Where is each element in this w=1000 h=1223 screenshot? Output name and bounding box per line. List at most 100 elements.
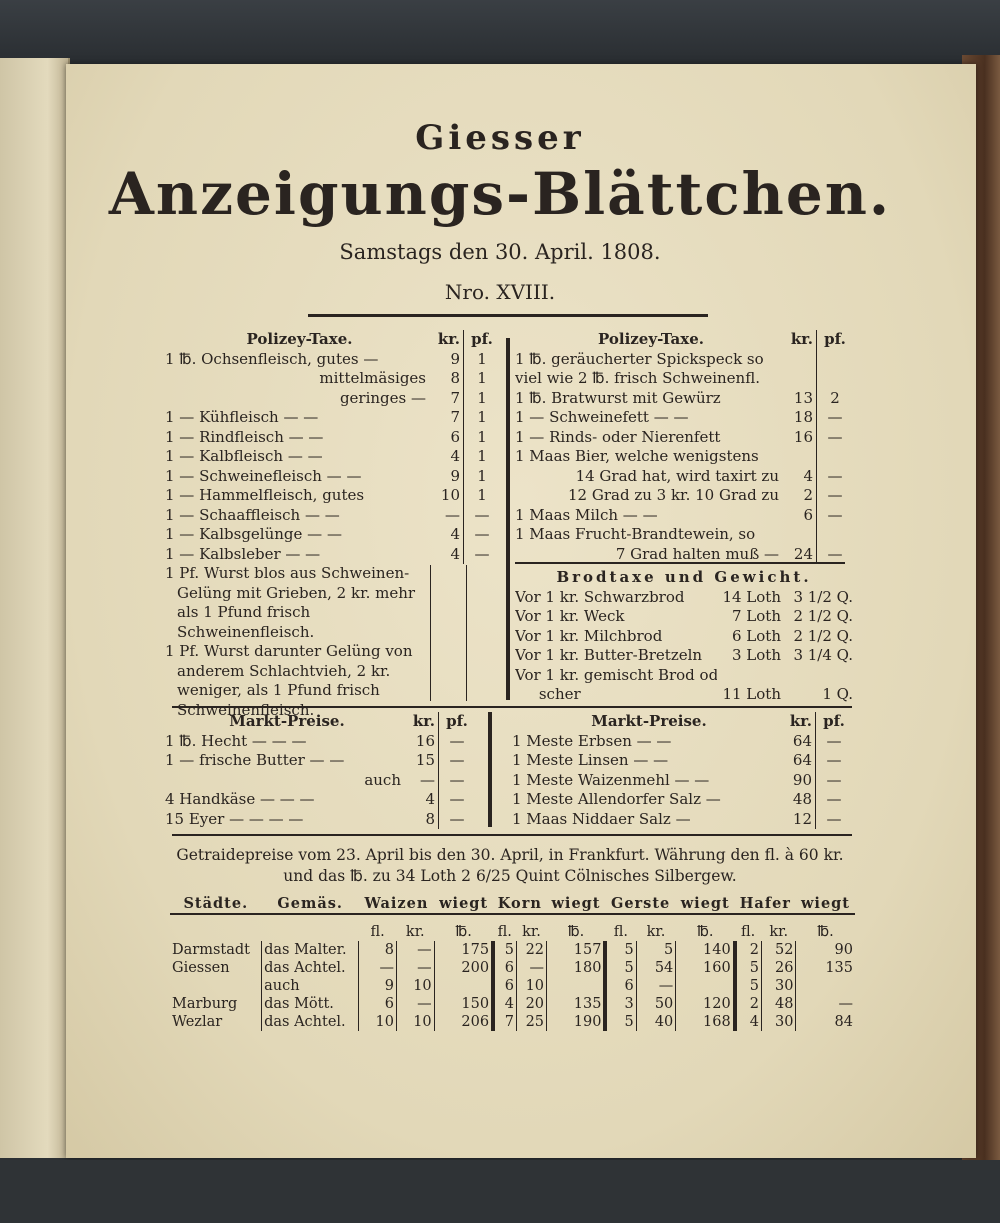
brod-weight: 11 Loth bbox=[722, 685, 781, 703]
pf-value: 1 bbox=[477, 369, 487, 387]
kr-value: 16 bbox=[409, 731, 439, 751]
kr-value: — bbox=[434, 505, 464, 525]
section-heading: Markt-Preise. bbox=[591, 712, 707, 730]
table-cell: 135 bbox=[546, 995, 608, 1013]
unit-header: kr. bbox=[646, 924, 666, 940]
item-label: 1 Maas Bier, welche wenigstens bbox=[515, 447, 759, 465]
unit-header: kr. bbox=[769, 924, 789, 940]
item-label: 1 ℔. geräucherter Spickspeck so bbox=[515, 349, 764, 368]
table-cell: 20 bbox=[516, 995, 548, 1013]
table-cell: 48 bbox=[761, 995, 797, 1013]
table-cell bbox=[796, 977, 855, 995]
section-header: Markt-Preise. kr. pf. bbox=[165, 712, 475, 732]
table-cell: 50 bbox=[636, 995, 677, 1013]
pf-value: — bbox=[827, 544, 843, 563]
table-cell: Darmstadt bbox=[170, 941, 263, 959]
pf-value: — bbox=[474, 505, 490, 524]
brod-item: Vor 1 kr. gemischt Brod oder Taig- bbox=[515, 665, 717, 684]
table-row: auch 9 10 6 10 6—5 30 bbox=[170, 977, 855, 995]
kr-value: 48 bbox=[786, 790, 816, 810]
kr-value bbox=[787, 447, 817, 467]
pf-value: 1 bbox=[477, 408, 487, 426]
pf-header: pf. bbox=[823, 712, 845, 730]
brodtaxe-heading: Brodtaxe und Gewicht. bbox=[556, 568, 812, 586]
table-cell: das Achtel. bbox=[261, 959, 360, 977]
kr-header: kr. bbox=[787, 330, 817, 350]
table-cell: — bbox=[396, 941, 435, 959]
price-row: 1 — Rindfleisch — — 6 1 bbox=[165, 427, 500, 447]
brod-weight bbox=[717, 666, 781, 686]
unit-header bbox=[262, 914, 359, 941]
table-cell: 9 bbox=[358, 977, 397, 995]
item-label: 1 — Schaaffleisch — — bbox=[165, 505, 340, 524]
column-header: wiegt bbox=[546, 895, 606, 915]
price-row: 1 Maas Frucht-Brandtewein, so bbox=[515, 525, 853, 545]
kr-value: — bbox=[409, 770, 439, 790]
pf-value: — bbox=[826, 809, 842, 828]
price-row: auch — — bbox=[165, 770, 475, 790]
brodtaxe: Brodtaxe und Gewicht. Vor 1 kr. Schwarzbr… bbox=[515, 568, 853, 705]
section-heading: Polizey-Taxe. bbox=[246, 330, 353, 348]
pf-header: pf. bbox=[446, 712, 468, 730]
pf-header: pf. bbox=[824, 330, 846, 348]
wurst-notes: 1 Pf. Wurst blos aus Schweinen-Gelüng mi… bbox=[165, 564, 420, 720]
table-cell: das Mött. bbox=[261, 995, 360, 1013]
pf-value: — bbox=[449, 770, 465, 789]
masthead-title: Anzeigungs-Blättchen. bbox=[108, 160, 892, 228]
item-label: viel wie 2 ℔. frisch Schweinenfl. bbox=[515, 369, 760, 387]
issue-number: Nro. XVIII. bbox=[444, 280, 556, 304]
polizey-taxe-left: Polizey-Taxe. kr. pf. 1 ℔. Ochsenfleisch, g… bbox=[165, 330, 500, 564]
unit-header: ℔. bbox=[455, 924, 472, 940]
brod-weight: 3 Loth bbox=[732, 646, 781, 664]
table-cell: — bbox=[358, 959, 397, 977]
pf-header: pf. bbox=[471, 330, 493, 348]
price-row: 7 Grad halten muß — 24 — bbox=[515, 544, 853, 564]
kr-value: 7 bbox=[434, 408, 464, 428]
pf-value: — bbox=[449, 731, 465, 750]
table-cell: 140 bbox=[675, 941, 737, 959]
kr-value: 8 bbox=[409, 809, 439, 829]
table-cell: 90 bbox=[834, 942, 853, 958]
table-cell: 160 bbox=[675, 959, 737, 977]
table-cell: 206 bbox=[434, 1013, 496, 1031]
price-row: viel wie 2 ℔. frisch Schweinenfl. bbox=[515, 369, 853, 389]
table-cell: — bbox=[636, 977, 677, 995]
kr-value: 9 bbox=[434, 349, 464, 369]
grain-price-table: Städte. Gemäs. Waizen wiegt Korn wiegt Gerste w… bbox=[170, 895, 855, 1031]
table-cell bbox=[675, 977, 737, 995]
brod-weight: 14 Loth bbox=[722, 587, 781, 606]
column-line bbox=[430, 565, 431, 701]
price-row: 1 Maas Niddaer Salz — 12 — bbox=[512, 809, 852, 829]
kr-value: 8 bbox=[434, 369, 464, 389]
item-label: auch bbox=[364, 770, 401, 789]
kr-value bbox=[787, 349, 817, 369]
column-line bbox=[466, 565, 467, 701]
column-header: Waizen bbox=[358, 895, 435, 915]
brod-quint: 3 1/2 Q. bbox=[793, 587, 853, 606]
table-cell: 54 bbox=[636, 959, 677, 977]
table-cell: 52 bbox=[761, 941, 797, 959]
brod-quint bbox=[781, 666, 853, 686]
table-cell: 5 bbox=[493, 941, 517, 959]
kr-value bbox=[787, 525, 817, 545]
table-cell: 180 bbox=[546, 959, 608, 977]
price-row: mittelmäsiges 8 1 bbox=[165, 369, 500, 389]
kr-value: 4 bbox=[787, 466, 817, 486]
price-row: 1 ℔. Hecht — — — 16 — bbox=[165, 731, 475, 751]
table-cell: 22 bbox=[516, 941, 548, 959]
kr-value: 90 bbox=[786, 770, 816, 790]
table-cell: 6 bbox=[493, 959, 517, 977]
pf-value bbox=[817, 447, 853, 467]
pf-value bbox=[817, 369, 853, 389]
table-cell: — bbox=[516, 959, 548, 977]
item-label: 1 Maas Milch — — bbox=[515, 505, 658, 524]
item-label: 1 — frische Butter — — bbox=[165, 751, 345, 769]
item-label: 1 — Kalbfleisch — — bbox=[165, 447, 323, 465]
unit-header: ℔. bbox=[697, 924, 714, 940]
table-cell: 2 bbox=[734, 941, 763, 959]
table-cell: 120 bbox=[675, 995, 737, 1013]
table-row: Darmstadt das Malter. 8—175 5 22 157 5 5 140 2 52 9… bbox=[170, 941, 855, 959]
table-cell: 84 bbox=[834, 1014, 853, 1030]
table-cell: 5 bbox=[636, 941, 677, 959]
table-cell: 5 bbox=[734, 977, 763, 995]
